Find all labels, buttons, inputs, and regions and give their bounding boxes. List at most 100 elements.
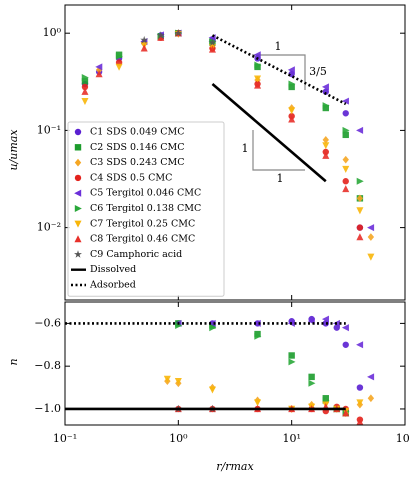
data-point [321, 315, 329, 323]
data-point [81, 78, 89, 85]
data-point [208, 45, 216, 53]
legend-label: C2 SDS 0.146 CMC [90, 142, 184, 153]
data-point [253, 319, 261, 327]
legend-label: C1 SDS 0.049 CMC [90, 127, 184, 138]
legend-label: C8 Tergitol 0.46 CMC [90, 234, 195, 245]
data-point [174, 29, 183, 37]
data-point [341, 97, 349, 105]
data-point [356, 194, 364, 203]
data-point [288, 107, 296, 115]
data-point [342, 341, 349, 348]
data-point [308, 373, 315, 381]
plot-area [65, 315, 375, 425]
data-point [322, 88, 329, 95]
data-point [208, 38, 217, 46]
data-point [322, 102, 330, 110]
y-axis-label: u/umax [7, 129, 20, 171]
legend-marker [74, 128, 82, 136]
data-point [140, 44, 148, 52]
data-point [367, 394, 375, 403]
data-point [367, 224, 375, 232]
legend-marker [74, 189, 82, 197]
data-point [342, 185, 350, 193]
data-point [156, 31, 165, 39]
data-point [157, 33, 165, 41]
data-point [367, 233, 375, 241]
plot-area [81, 29, 375, 261]
legend-label: C6 Tergitol 0.138 CMC [90, 203, 201, 214]
legend-marker [74, 144, 82, 151]
x-tick-label: 10⁰ [169, 432, 188, 445]
legend-marker [74, 250, 82, 258]
data-point [115, 52, 123, 60]
data-point [288, 115, 296, 123]
y-tick-label: 10⁻¹ [37, 123, 61, 136]
legend-marker [74, 235, 82, 243]
data-point [81, 83, 89, 91]
legend-label: C5 Tergitol 0.046 CMC [90, 188, 201, 199]
data-point [254, 332, 262, 340]
data-point [342, 131, 349, 139]
annotation: 1 [242, 142, 249, 155]
data-point [288, 80, 296, 88]
data-point [288, 358, 296, 366]
data-point [356, 126, 364, 134]
data-point [95, 65, 103, 74]
legend-label: C4 SDS 0.5 CMC [90, 172, 172, 183]
legend-box [67, 121, 225, 297]
legend-label: Adsorbed [89, 280, 136, 291]
plot-layers: 10⁻² 10⁻¹ 10⁰ C1 SDS 0.049 CMC C2 SDS 0.146 … [34, 5, 410, 445]
data-point [140, 35, 149, 44]
data-point [342, 178, 349, 185]
data-point [288, 83, 295, 91]
x-tick-label: 10⁻¹ [53, 432, 77, 445]
legend-label: C7 Tergitol 0.25 CMC [90, 218, 195, 229]
data-point [356, 399, 364, 407]
y-tick-label: −0.8 [34, 359, 61, 372]
data-point [322, 142, 330, 150]
legend-marker [74, 220, 82, 228]
data-point [342, 126, 350, 134]
data-point [208, 319, 216, 327]
data-point [174, 377, 182, 385]
data-point [254, 61, 262, 69]
data-point [356, 341, 364, 349]
data-point [367, 373, 375, 381]
axes-frame [64, 301, 406, 426]
data-point [322, 395, 329, 402]
data-point [115, 63, 123, 71]
legend-label: Dissolved [90, 264, 136, 275]
data-point [356, 177, 364, 185]
legend-label: C9 Camphoric acid [90, 249, 182, 260]
data-point [322, 104, 329, 112]
reference-line [211, 83, 327, 183]
legend-marker [74, 158, 82, 167]
data-point [342, 110, 349, 117]
y-tick-label: −0.6 [34, 316, 61, 329]
data-point [209, 322, 216, 329]
data-point [356, 224, 364, 231]
data-point [356, 417, 364, 425]
legend-marker [74, 204, 82, 213]
data-point [81, 87, 89, 95]
data-point [163, 375, 171, 383]
data-point [254, 81, 262, 89]
data-point [287, 66, 295, 74]
data-point [95, 63, 103, 71]
data-point [356, 207, 364, 215]
data-point [209, 324, 217, 332]
data-point [322, 151, 330, 159]
x-axis-label: r/rmax [216, 460, 254, 473]
data-point [342, 165, 350, 173]
annotation: 3/5 [309, 65, 327, 78]
y-axis-label: n [7, 358, 20, 365]
data-point [308, 379, 316, 387]
data-point [95, 70, 103, 78]
data-point [254, 330, 261, 338]
data-point [321, 83, 329, 91]
annotation: 1 [275, 40, 282, 53]
data-point [254, 399, 262, 407]
x-tick-label: 10² [396, 432, 410, 445]
y-tick-label: 10⁻² [37, 221, 61, 234]
